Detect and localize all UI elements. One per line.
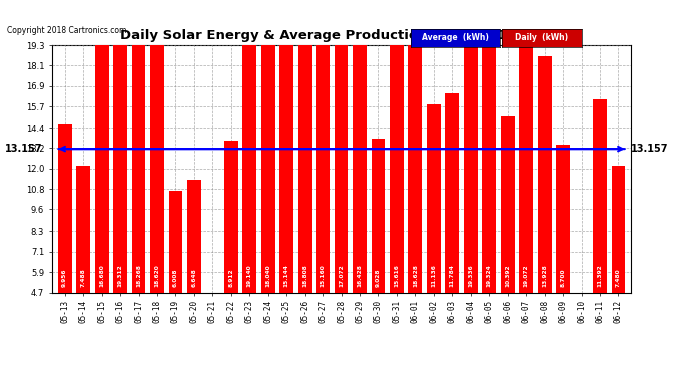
Text: 18.628: 18.628 [413,264,418,287]
Text: 6.008: 6.008 [173,269,178,287]
Text: Copyright 2018 Cartronics.com: Copyright 2018 Cartronics.com [7,26,126,35]
Bar [168,190,182,292]
Text: 18.808: 18.808 [302,265,307,287]
Title: Daily Solar Energy & Average Production Wed Jun 13 20:26: Daily Solar Energy & Average Production … [120,30,563,42]
Bar [519,0,533,292]
Bar [76,166,90,292]
Text: 7.488: 7.488 [81,268,86,287]
Text: 15.160: 15.160 [321,265,326,287]
Text: 17.072: 17.072 [339,265,344,287]
Bar [242,0,256,292]
Bar [58,124,72,292]
Text: 16.428: 16.428 [357,264,362,287]
Text: 15.616: 15.616 [395,264,400,287]
Text: 6.648: 6.648 [191,268,197,287]
Text: 11.784: 11.784 [450,264,455,287]
Bar [316,36,330,292]
Bar [95,10,108,292]
Bar [132,0,146,292]
Bar [297,0,312,292]
Text: 19.312: 19.312 [117,265,123,287]
Text: 18.620: 18.620 [155,265,159,287]
Bar [187,180,201,292]
Text: 11.136: 11.136 [431,264,436,287]
Bar [353,14,367,292]
Text: 18.040: 18.040 [265,265,270,287]
Bar [335,3,348,292]
Bar [371,140,386,292]
Text: 9.028: 9.028 [376,269,381,287]
Text: 19.336: 19.336 [469,265,473,287]
Text: 8.912: 8.912 [228,269,233,287]
Bar [593,99,607,292]
Text: 19.324: 19.324 [486,265,492,287]
Bar [538,56,551,292]
Text: 19.140: 19.140 [247,265,252,287]
Bar [556,145,570,292]
Bar [611,166,625,292]
Bar [408,0,422,292]
Text: Daily  (kWh): Daily (kWh) [515,33,569,42]
Text: 19.072: 19.072 [524,265,529,287]
Text: 8.700: 8.700 [560,269,566,287]
Bar [427,104,441,292]
Bar [445,93,460,292]
Bar [482,0,496,292]
Text: 7.480: 7.480 [616,269,621,287]
Bar [113,0,127,292]
Bar [501,116,515,292]
Bar [464,0,477,292]
Bar [261,0,275,292]
Text: 15.144: 15.144 [284,264,288,287]
Text: 16.680: 16.680 [99,265,104,287]
Bar [279,36,293,292]
Text: 13.157: 13.157 [5,144,43,154]
Text: 9.956: 9.956 [62,269,67,287]
Bar [224,141,238,292]
Bar [390,28,404,292]
Text: Average  (kWh): Average (kWh) [422,33,489,42]
Text: 10.392: 10.392 [505,265,510,287]
Text: 18.268: 18.268 [136,264,141,287]
Text: 11.392: 11.392 [598,265,602,287]
Text: 13.928: 13.928 [542,265,547,287]
Text: 13.157: 13.157 [631,144,669,154]
Bar [150,0,164,292]
